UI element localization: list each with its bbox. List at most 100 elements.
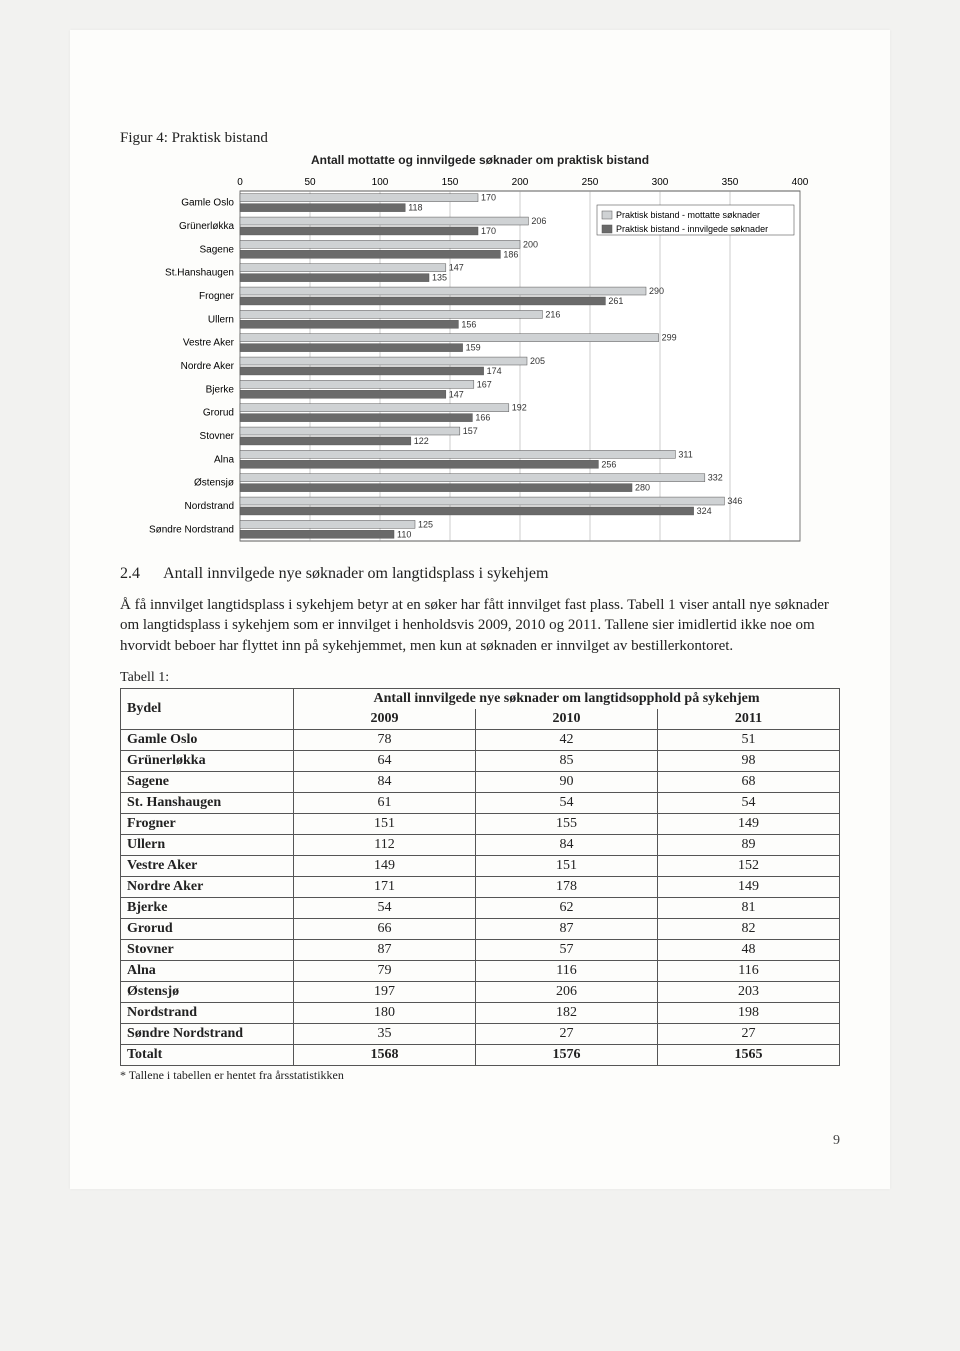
table-cell: 64: [294, 750, 476, 771]
svg-text:311: 311: [678, 449, 692, 459]
svg-text:350: 350: [722, 177, 739, 188]
svg-text:Alna: Alna: [214, 454, 234, 465]
table-cell: 197: [294, 981, 476, 1002]
svg-text:Nordstrand: Nordstrand: [185, 501, 234, 512]
table-cell: 180: [294, 1002, 476, 1023]
svg-text:170: 170: [481, 193, 496, 203]
table-row: Alna79116116: [121, 960, 840, 981]
table-cell: 42: [476, 729, 658, 750]
page-number: 9: [120, 1133, 840, 1149]
table-cell: 171: [294, 876, 476, 897]
table-total-row: Totalt156815761565: [121, 1044, 840, 1065]
svg-text:280: 280: [635, 483, 650, 493]
table-total-label: Totalt: [121, 1044, 294, 1065]
table-cell: 149: [294, 855, 476, 876]
table-year-header: 2011: [658, 709, 840, 730]
table-cell: 206: [476, 981, 658, 1002]
table-cell: 82: [658, 918, 840, 939]
table-cell: 66: [294, 918, 476, 939]
table-cell: 87: [476, 918, 658, 939]
section-title: Antall innvilgede nye søknader om langti…: [163, 565, 548, 582]
svg-text:216: 216: [545, 309, 560, 319]
table-cell: 78: [294, 729, 476, 750]
table-cell: 62: [476, 897, 658, 918]
svg-text:157: 157: [463, 426, 478, 436]
chart-title: Antall mottatte og innvilgede søknader o…: [120, 153, 840, 167]
table-cell: 151: [294, 813, 476, 834]
table-footnote: * Tallene i tabellen er hentet fra årsst…: [120, 1068, 840, 1083]
svg-text:324: 324: [697, 506, 712, 516]
table-cell: 27: [476, 1023, 658, 1044]
table-cell: 68: [658, 771, 840, 792]
section-paragraph: Å få innvilget langtidsplass i sykehjem …: [120, 595, 840, 656]
table-total-cell: 1568: [294, 1044, 476, 1065]
svg-text:261: 261: [608, 296, 623, 306]
data-table: Bydel Antall innvilgede nye søknader om …: [120, 688, 840, 1066]
table-row-name: Søndre Nordstrand: [121, 1023, 294, 1044]
svg-text:156: 156: [461, 319, 476, 329]
svg-text:Praktisk bistand - mottatte sø: Praktisk bistand - mottatte søknader: [616, 210, 760, 220]
table-cell: 149: [658, 813, 840, 834]
svg-text:299: 299: [662, 333, 677, 343]
svg-text:400: 400: [792, 177, 809, 188]
svg-text:150: 150: [442, 177, 459, 188]
svg-text:St.Hanshaugen: St.Hanshaugen: [165, 268, 234, 279]
svg-text:Ullern: Ullern: [208, 314, 234, 325]
table-row-name: Ullern: [121, 834, 294, 855]
svg-text:186: 186: [503, 249, 518, 259]
table-cell: 61: [294, 792, 476, 813]
table-cell: 51: [658, 729, 840, 750]
table-cell: 85: [476, 750, 658, 771]
table-row-name: Frogner: [121, 813, 294, 834]
figure-caption: Figur 4: Praktisk bistand: [120, 130, 840, 147]
table-col-span-header: Antall innvilgede nye søknader om langti…: [294, 688, 840, 709]
table-cell: 182: [476, 1002, 658, 1023]
table-row-name: Grorud: [121, 918, 294, 939]
section-heading: 2.4 Antall innvilgede nye søknader om la…: [120, 565, 840, 583]
svg-text:159: 159: [466, 343, 481, 353]
svg-text:Frogner: Frogner: [199, 291, 235, 302]
table-row: Østensjø197206203: [121, 981, 840, 1002]
svg-text:170: 170: [481, 226, 496, 236]
svg-text:Praktisk bistand - innvilgede: Praktisk bistand - innvilgede søknader: [616, 224, 768, 234]
table-row-name: Alna: [121, 960, 294, 981]
svg-text:200: 200: [512, 177, 529, 188]
svg-text:Sagene: Sagene: [200, 244, 235, 255]
svg-text:0: 0: [237, 177, 243, 188]
table-cell: 35: [294, 1023, 476, 1044]
table-cell: 57: [476, 939, 658, 960]
svg-text:122: 122: [414, 436, 429, 446]
table-cell: 152: [658, 855, 840, 876]
table-cell: 98: [658, 750, 840, 771]
bar-chart: 050100150200250300350400Gamle Oslo170118…: [130, 167, 830, 547]
table-row: Stovner875748: [121, 939, 840, 960]
svg-text:Gamle Oslo: Gamle Oslo: [181, 198, 234, 209]
table-cell: 81: [658, 897, 840, 918]
table-cell: 48: [658, 939, 840, 960]
svg-text:166: 166: [475, 413, 490, 423]
svg-text:200: 200: [523, 239, 538, 249]
table-row: Sagene849068: [121, 771, 840, 792]
table-row: Søndre Nordstrand352727: [121, 1023, 840, 1044]
svg-text:Østensjø: Østensjø: [194, 478, 234, 489]
table-row-name: Stovner: [121, 939, 294, 960]
table-cell: 178: [476, 876, 658, 897]
svg-text:Bjerke: Bjerke: [206, 384, 235, 395]
table-total-cell: 1565: [658, 1044, 840, 1065]
svg-text:135: 135: [432, 273, 447, 283]
table-cell: 79: [294, 960, 476, 981]
svg-text:206: 206: [531, 216, 546, 226]
table-cell: 89: [658, 834, 840, 855]
table-row-name: Grünerløkka: [121, 750, 294, 771]
svg-text:Stovner: Stovner: [200, 431, 235, 442]
svg-text:300: 300: [652, 177, 669, 188]
svg-text:50: 50: [304, 177, 316, 188]
svg-text:332: 332: [708, 473, 723, 483]
svg-text:250: 250: [582, 177, 599, 188]
svg-text:205: 205: [530, 356, 545, 366]
table-row: St. Hanshaugen615454: [121, 792, 840, 813]
svg-text:256: 256: [601, 459, 616, 469]
table-row-name: Vestre Aker: [121, 855, 294, 876]
svg-text:174: 174: [487, 366, 502, 376]
svg-text:290: 290: [649, 286, 664, 296]
